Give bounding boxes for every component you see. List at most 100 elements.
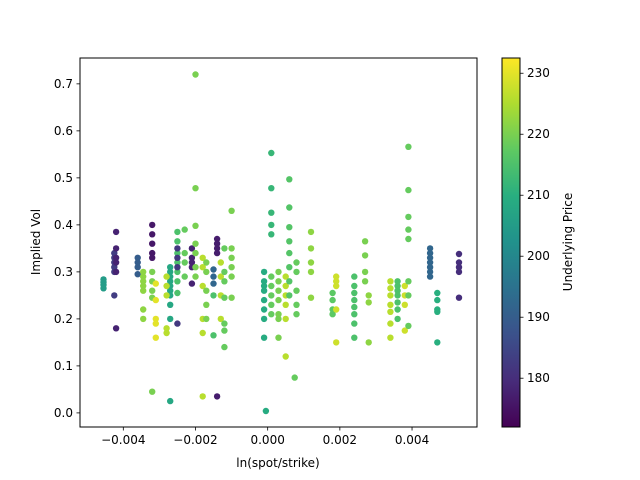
scatter-point	[188, 245, 196, 252]
scatter-point	[455, 264, 463, 271]
scatter-point	[329, 311, 336, 318]
scatter-point	[260, 296, 268, 304]
scatter-point	[174, 228, 181, 236]
scatter-point	[387, 285, 394, 292]
scatter-point	[174, 254, 181, 261]
scatter-point	[221, 327, 228, 334]
scatter-point	[286, 264, 293, 271]
scatter-point	[405, 322, 412, 330]
scatter-point	[268, 273, 275, 280]
scatter-point	[286, 176, 293, 183]
scatter-point	[260, 315, 268, 323]
scatter-point	[140, 287, 147, 294]
scatter-point	[192, 222, 199, 229]
scatter-point	[217, 259, 224, 266]
colorbar-tick-label: 180	[527, 371, 550, 385]
scatter-point	[228, 254, 235, 261]
scatter-point	[351, 296, 358, 304]
scatter-point	[268, 292, 275, 299]
scatter-point	[167, 301, 174, 308]
scatter-point	[163, 325, 170, 332]
scatter-point	[286, 278, 293, 285]
scatter-point	[210, 266, 217, 273]
scatter-point	[228, 207, 235, 214]
scatter-point	[351, 289, 358, 297]
scatter-point	[100, 276, 107, 283]
scatter-point	[260, 334, 268, 341]
scatter-points	[100, 71, 463, 415]
scatter-point	[167, 315, 174, 323]
scatter-point	[291, 374, 298, 381]
scatter-point	[351, 273, 358, 280]
scatter-point	[174, 249, 181, 257]
y-tick-label: 0.7	[54, 77, 73, 91]
x-tick-label: −0.002	[173, 433, 217, 447]
colorbar-tick-label: 190	[527, 310, 550, 324]
scatter-point	[174, 289, 181, 297]
scatter-point	[394, 315, 401, 323]
scatter-point	[333, 282, 340, 290]
colorbar-tick-label: 230	[527, 66, 550, 80]
scatter-point	[163, 292, 170, 299]
scatter-point	[203, 268, 210, 276]
scatter-point	[405, 213, 412, 221]
x-axis-label: ln(spot/strike)	[236, 456, 319, 470]
scatter-point	[394, 278, 401, 285]
scatter-point	[181, 259, 188, 266]
scatter-point	[282, 273, 289, 280]
scatter-point	[192, 185, 199, 192]
scatter-point	[174, 264, 181, 271]
scatter-point	[221, 320, 228, 327]
scatter-point	[394, 299, 401, 306]
scatter-point	[275, 334, 282, 341]
scatter-point	[203, 287, 210, 294]
scatter-point	[268, 301, 275, 308]
scatter-point	[307, 245, 315, 252]
scatter-point	[210, 332, 217, 339]
scatter-point	[268, 149, 275, 157]
scatter-point	[174, 268, 181, 276]
scatter-point	[401, 301, 408, 308]
scatter-point	[203, 301, 210, 308]
scatter-point	[192, 264, 199, 271]
y-tick-label: 0.3	[54, 265, 73, 279]
scatter-point	[387, 278, 394, 285]
scatter-point	[455, 259, 463, 266]
scatter-point	[174, 278, 181, 285]
scatter-point	[217, 273, 224, 280]
y-axis-ticks: 0.0 0.1 0.2 0.3 0.4 0.5 0.6 0.7	[54, 77, 80, 420]
scatter-point	[405, 278, 412, 285]
scatter-point	[361, 252, 369, 259]
scatter-point	[221, 278, 228, 285]
scatter-point	[268, 221, 275, 229]
x-tick-label: 0.004	[395, 433, 429, 447]
scatter-point	[112, 228, 120, 236]
scatter-point	[192, 249, 199, 257]
scatter-point	[199, 282, 206, 290]
scatter-point	[351, 282, 358, 290]
plot-frame	[79, 57, 478, 428]
scatter-point	[221, 294, 228, 301]
colorbar-frame	[501, 57, 521, 428]
scatter-point	[405, 143, 412, 150]
scatter-point	[329, 296, 336, 304]
scatter-point	[221, 343, 228, 351]
scatter-point	[426, 254, 434, 261]
scatter-point	[275, 278, 282, 285]
scatter-point	[140, 278, 147, 285]
scatter-point	[401, 327, 408, 334]
scatter-point	[260, 268, 268, 276]
scatter-point	[149, 240, 156, 247]
scatter-point	[426, 264, 434, 271]
y-tick-label: 0.6	[54, 124, 73, 138]
scatter-point	[434, 339, 441, 346]
colorbar-tick-label: 210	[527, 188, 550, 202]
scatter-point	[213, 240, 221, 247]
scatter-point	[192, 240, 199, 247]
scatter-point	[455, 294, 463, 301]
scatter-point	[286, 249, 293, 257]
scatter-point	[174, 320, 181, 327]
scatter-point	[163, 329, 170, 337]
scatter-point	[455, 268, 463, 276]
scatter-point	[152, 280, 159, 287]
